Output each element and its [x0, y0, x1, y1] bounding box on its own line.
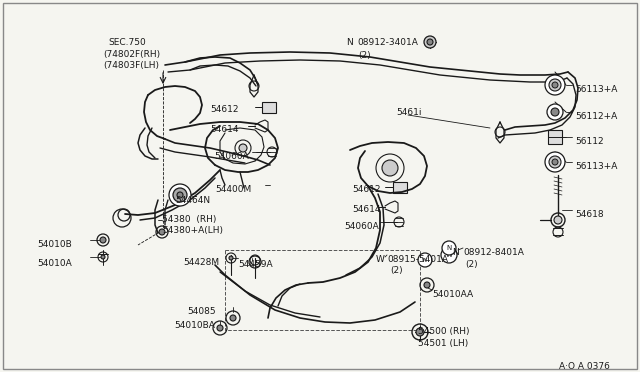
- Text: 56112+A: 56112+A: [575, 112, 617, 121]
- Text: W: W: [445, 252, 452, 258]
- Text: 56113+A: 56113+A: [575, 162, 618, 171]
- Circle shape: [549, 156, 561, 168]
- Text: N: N: [446, 245, 452, 251]
- Text: N: N: [452, 248, 459, 257]
- Text: 54612: 54612: [210, 105, 239, 114]
- Circle shape: [101, 255, 105, 259]
- Text: 54010BA: 54010BA: [174, 321, 215, 330]
- Text: 54614: 54614: [210, 125, 239, 134]
- Text: (74802F(RH): (74802F(RH): [103, 50, 160, 59]
- Circle shape: [427, 39, 433, 45]
- Text: SEC.750: SEC.750: [108, 38, 146, 47]
- Circle shape: [424, 282, 430, 288]
- Circle shape: [100, 237, 106, 243]
- FancyBboxPatch shape: [548, 130, 562, 144]
- Text: W: W: [422, 257, 428, 263]
- Circle shape: [173, 188, 187, 202]
- Circle shape: [230, 315, 236, 321]
- Text: N: N: [346, 38, 353, 47]
- Text: 08915-5401A: 08915-5401A: [387, 255, 448, 264]
- Text: 54618: 54618: [575, 210, 604, 219]
- Text: 54464N: 54464N: [175, 196, 210, 205]
- Circle shape: [424, 36, 436, 48]
- Circle shape: [416, 328, 424, 336]
- FancyBboxPatch shape: [262, 102, 276, 113]
- Text: 54060A: 54060A: [344, 222, 379, 231]
- Circle shape: [554, 216, 562, 224]
- Circle shape: [239, 144, 247, 152]
- Text: 54010B: 54010B: [37, 240, 72, 249]
- Circle shape: [552, 159, 558, 165]
- Text: 54010AA: 54010AA: [432, 290, 473, 299]
- Bar: [225, 250, 420, 330]
- Circle shape: [159, 229, 165, 235]
- Circle shape: [177, 192, 183, 198]
- Text: 54380+A(LH): 54380+A(LH): [162, 226, 223, 235]
- Circle shape: [169, 184, 191, 206]
- FancyBboxPatch shape: [393, 182, 407, 193]
- Text: 56112: 56112: [575, 137, 604, 146]
- Circle shape: [545, 75, 565, 95]
- Circle shape: [382, 160, 398, 176]
- Circle shape: [442, 241, 456, 255]
- Text: (74803F(LH): (74803F(LH): [103, 61, 159, 70]
- Text: 56113+A: 56113+A: [575, 85, 618, 94]
- Circle shape: [551, 108, 559, 116]
- Text: 54060A: 54060A: [214, 152, 249, 161]
- Text: (2): (2): [390, 266, 403, 275]
- Text: 54428M: 54428M: [183, 258, 219, 267]
- Text: 54501 (LH): 54501 (LH): [418, 339, 468, 348]
- Text: 54380  (RH): 54380 (RH): [162, 215, 216, 224]
- Text: 54010A: 54010A: [37, 259, 72, 268]
- Text: 54612: 54612: [352, 185, 381, 194]
- Circle shape: [547, 104, 563, 120]
- Circle shape: [229, 256, 233, 260]
- Text: (2): (2): [358, 51, 371, 60]
- Text: 54500 (RH): 54500 (RH): [418, 327, 470, 336]
- Text: 08912-8401A: 08912-8401A: [463, 248, 524, 257]
- Circle shape: [545, 152, 565, 172]
- Circle shape: [217, 325, 223, 331]
- Text: 54459A: 54459A: [238, 260, 273, 269]
- Circle shape: [549, 79, 561, 91]
- Text: W: W: [376, 255, 385, 264]
- Text: 54400M: 54400M: [215, 185, 252, 194]
- Circle shape: [552, 82, 558, 88]
- Circle shape: [441, 247, 457, 263]
- Text: A·O A 0376: A·O A 0376: [559, 362, 610, 371]
- Circle shape: [418, 253, 432, 267]
- Text: 54614: 54614: [352, 205, 381, 214]
- Text: 5461i: 5461i: [396, 108, 422, 117]
- Text: 08912-3401A: 08912-3401A: [357, 38, 418, 47]
- Text: (2): (2): [465, 260, 477, 269]
- Text: 54085: 54085: [187, 307, 216, 316]
